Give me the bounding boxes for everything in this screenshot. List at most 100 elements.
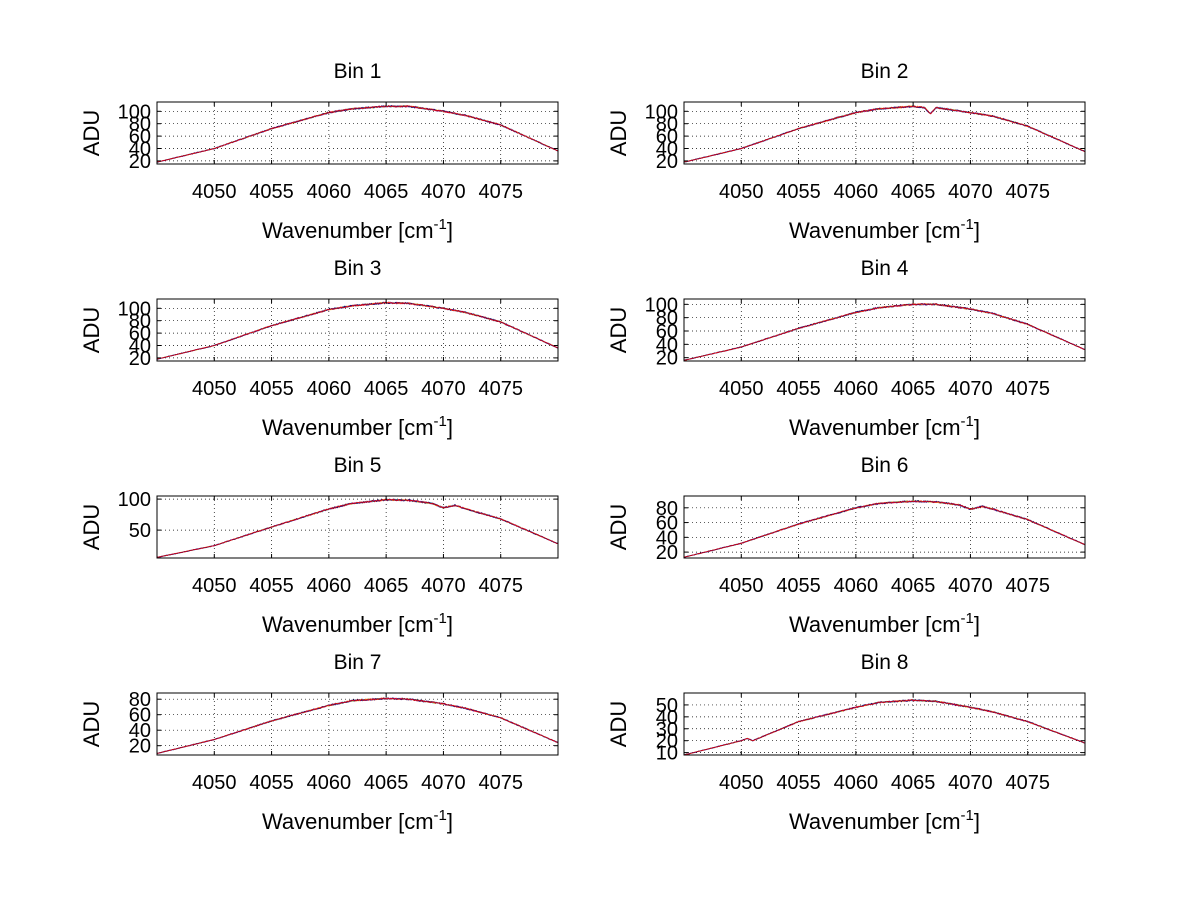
y-tick-label: 40 xyxy=(656,707,678,729)
plot-area xyxy=(157,693,558,755)
y-tick-label: 60 xyxy=(129,126,151,148)
y-axis-label: ADU xyxy=(79,307,104,353)
x-tick-label: 4065 xyxy=(891,772,936,794)
x-axis-label-main: Wavenumber [cm xyxy=(262,809,434,834)
y-tick-label: 80 xyxy=(656,498,678,520)
y-axis-label: ADU xyxy=(79,110,104,156)
x-tick-label: 4060 xyxy=(307,772,352,794)
x-tick-label: 4050 xyxy=(192,378,237,400)
x-axis-label-end: ] xyxy=(447,218,453,243)
axes-box xyxy=(683,101,1086,165)
x-tick-label: 4065 xyxy=(364,181,409,203)
x-tick-label: 4070 xyxy=(948,378,993,400)
x-tick-label: 4055 xyxy=(776,575,821,597)
x-axis-label: Wavenumber [cm-1] xyxy=(262,413,453,440)
x-axis-label-superscript: -1 xyxy=(961,413,974,430)
x-tick-label: 4060 xyxy=(834,378,879,400)
y-tick-label: 30 xyxy=(656,719,678,741)
x-axis-label-superscript: -1 xyxy=(434,807,447,824)
x-axis-label: Wavenumber [cm-1] xyxy=(789,413,980,440)
x-axis-label: Wavenumber [cm-1] xyxy=(262,610,453,637)
x-tick-label: 4050 xyxy=(719,772,764,794)
x-axis-label: Wavenumber [cm-1] xyxy=(789,216,980,243)
subplot-title: Bin 5 xyxy=(334,454,382,477)
x-axis-label-end: ] xyxy=(974,612,980,637)
x-axis-label-end: ] xyxy=(974,218,980,243)
x-axis-label-superscript: -1 xyxy=(434,413,447,430)
x-tick-label: 4065 xyxy=(891,378,936,400)
y-axis-label: ADU xyxy=(79,701,104,747)
x-tick-label: 4055 xyxy=(249,378,294,400)
x-axis-label-main: Wavenumber [cm xyxy=(789,415,961,440)
x-tick-label: 4070 xyxy=(421,378,466,400)
spectrum-trace xyxy=(156,301,559,360)
plot-area xyxy=(157,299,558,361)
y-tick-label: 40 xyxy=(656,334,678,356)
y-tick-label: 100 xyxy=(645,294,678,316)
spectrum-trace xyxy=(156,697,559,754)
x-tick-label: 4075 xyxy=(1005,575,1050,597)
y-tick-label: 100 xyxy=(645,101,678,123)
x-tick-label: 4060 xyxy=(834,575,879,597)
x-tick-label: 4060 xyxy=(307,575,352,597)
x-axis-label: Wavenumber [cm-1] xyxy=(789,610,980,637)
x-axis-label: Wavenumber [cm-1] xyxy=(789,807,980,834)
subplot-title: Bin 8 xyxy=(861,651,909,674)
x-tick-label: 4055 xyxy=(776,378,821,400)
axes-box xyxy=(683,298,1086,362)
axes-box xyxy=(156,101,559,165)
x-tick-label: 4070 xyxy=(948,575,993,597)
y-tick-label: 80 xyxy=(656,114,678,136)
axes-box xyxy=(683,495,1086,559)
spectrum-trace xyxy=(683,303,1086,361)
y-tick-label: 80 xyxy=(129,114,151,136)
spectrum-trace xyxy=(683,699,1086,756)
spectrum-trace xyxy=(683,105,1085,163)
x-axis-label-superscript: -1 xyxy=(961,610,974,627)
spectrum-trace xyxy=(156,498,559,558)
x-axis-label-end: ] xyxy=(974,415,980,440)
x-tick-label: 4050 xyxy=(192,772,237,794)
x-axis-label-end: ] xyxy=(447,415,453,440)
plot-area xyxy=(684,299,1085,361)
y-tick-label: 20 xyxy=(656,151,678,173)
x-tick-label: 4065 xyxy=(364,772,409,794)
x-tick-label: 4060 xyxy=(307,181,352,203)
axes-box xyxy=(156,692,559,756)
x-tick-label: 4050 xyxy=(192,575,237,597)
y-tick-label: 80 xyxy=(129,311,151,333)
x-axis-label-main: Wavenumber [cm xyxy=(789,809,961,834)
y-tick-label: 60 xyxy=(656,321,678,343)
x-tick-label: 4050 xyxy=(192,181,237,203)
y-tick-label: 80 xyxy=(129,689,151,711)
x-tick-label: 4075 xyxy=(1005,378,1050,400)
x-axis-label-main: Wavenumber [cm xyxy=(789,612,961,637)
x-tick-label: 4055 xyxy=(249,772,294,794)
x-axis-label-end: ] xyxy=(447,809,453,834)
x-axis-label-superscript: -1 xyxy=(961,216,974,233)
x-tick-label: 4075 xyxy=(478,772,523,794)
y-tick-label: 20 xyxy=(656,542,678,564)
x-tick-label: 4065 xyxy=(891,575,936,597)
x-axis-label-main: Wavenumber [cm xyxy=(262,218,434,243)
axes-box xyxy=(156,298,559,362)
axes-box xyxy=(156,495,559,559)
x-tick-label: 4070 xyxy=(948,181,993,203)
x-tick-label: 4060 xyxy=(307,378,352,400)
y-tick-label: 20 xyxy=(656,348,678,370)
y-tick-label: 20 xyxy=(129,348,151,370)
x-axis-label-superscript: -1 xyxy=(434,610,447,627)
x-tick-label: 4065 xyxy=(891,181,936,203)
y-tick-label: 20 xyxy=(129,736,151,758)
y-axis-label: ADU xyxy=(606,110,631,156)
subplot-title: Bin 7 xyxy=(334,651,382,674)
x-tick-label: 4075 xyxy=(478,575,523,597)
x-tick-label: 4075 xyxy=(478,378,523,400)
